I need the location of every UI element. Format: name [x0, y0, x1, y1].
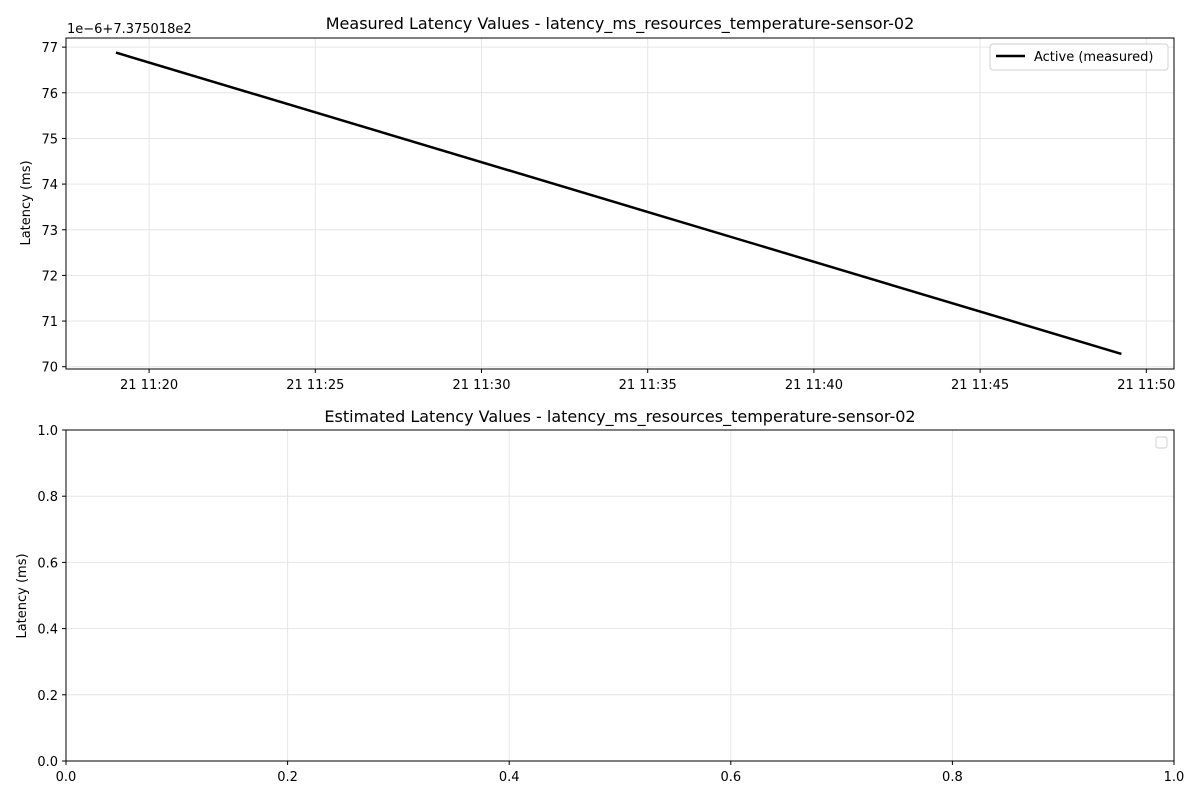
y-tick-label-estimated: 1.0	[37, 424, 58, 439]
ticks-measured: 70 71 72 73 74 75 76 77 21 11:20 21 11:25 21 11:30…	[41, 41, 1175, 393]
y-tick-label-measured: 75	[41, 132, 58, 147]
x-tick-label-estimated: 0.2	[277, 770, 298, 785]
x-tick-label-estimated: 1.0	[1164, 770, 1185, 785]
estimated-latency-plot: 0.0 0.2 0.4 0.6 0.8 1.0 0.0 0.2 0.4 0.6 0.8 1.0 Est…	[15, 407, 1184, 785]
y-tick-label-estimated: 0.6	[37, 556, 58, 571]
x-tick-label-estimated: 0.6	[720, 770, 741, 785]
y-axis-label-estimated: Latency (ms)	[15, 553, 30, 638]
legend-measured: Active (measured)	[989, 43, 1169, 71]
y-offset-text-measured: 1e−6+7.375018e2	[67, 22, 192, 37]
x-tick-label-estimated: 0.0	[56, 770, 77, 785]
grid-measured	[66, 38, 1174, 369]
axes-frame-measured	[65, 37, 1175, 370]
x-tick-label-measured: 21 11:50	[1117, 378, 1175, 393]
x-tick-label-measured: 21 11:30	[452, 378, 510, 393]
legend-box-measured	[989, 43, 1169, 71]
plot-area-estimated	[66, 430, 1174, 761]
x-tick-label-measured: 21 11:20	[120, 378, 178, 393]
y-tick-label-estimated: 0.0	[37, 755, 58, 770]
y-tick-label-measured: 73	[41, 224, 58, 239]
x-tick-label-measured: 21 11:35	[619, 378, 677, 393]
measured-latency-plot: 70 71 72 73 74 75 76 77 21 11:20 21 11:25 21 11:30…	[19, 14, 1175, 393]
y-tick-label-measured: 77	[41, 41, 58, 56]
x-tick-label-estimated: 0.8	[942, 770, 963, 785]
series-measured	[115, 51, 1122, 356]
y-tick-label-estimated: 0.4	[37, 623, 58, 638]
x-tick-label-measured: 21 11:40	[785, 378, 843, 393]
axes-frame-estimated	[65, 429, 1175, 762]
y-tick-label-measured: 70	[41, 361, 58, 376]
y-tick-label-measured: 71	[41, 315, 58, 330]
ticks-estimated: 0.0 0.2 0.4 0.6 0.8 1.0 0.0 0.2 0.4 0.6 0.8 1.0	[37, 424, 1184, 785]
x-tick-label-estimated: 0.4	[499, 770, 520, 785]
y-tick-label-measured: 72	[41, 269, 58, 284]
chart-title-estimated: Estimated Latency Values - latency_ms_re…	[324, 407, 915, 427]
y-tick-label-measured: 76	[41, 87, 58, 102]
chart-title-measured: Measured Latency Values - latency_ms_res…	[326, 14, 915, 34]
y-tick-label-measured: 74	[41, 178, 58, 193]
x-tick-label-measured: 21 11:45	[951, 378, 1009, 393]
y-tick-label-estimated: 0.2	[37, 689, 58, 704]
x-tick-label-measured: 21 11:25	[286, 378, 344, 393]
y-axis-label-measured: Latency (ms)	[19, 160, 34, 245]
series-line-active-measured	[115, 51, 1122, 356]
legend-empty-estimated	[1155, 436, 1168, 449]
y-tick-label-estimated: 0.8	[37, 490, 58, 505]
legend-entry-active-measured: Active (measured)	[1034, 50, 1153, 65]
